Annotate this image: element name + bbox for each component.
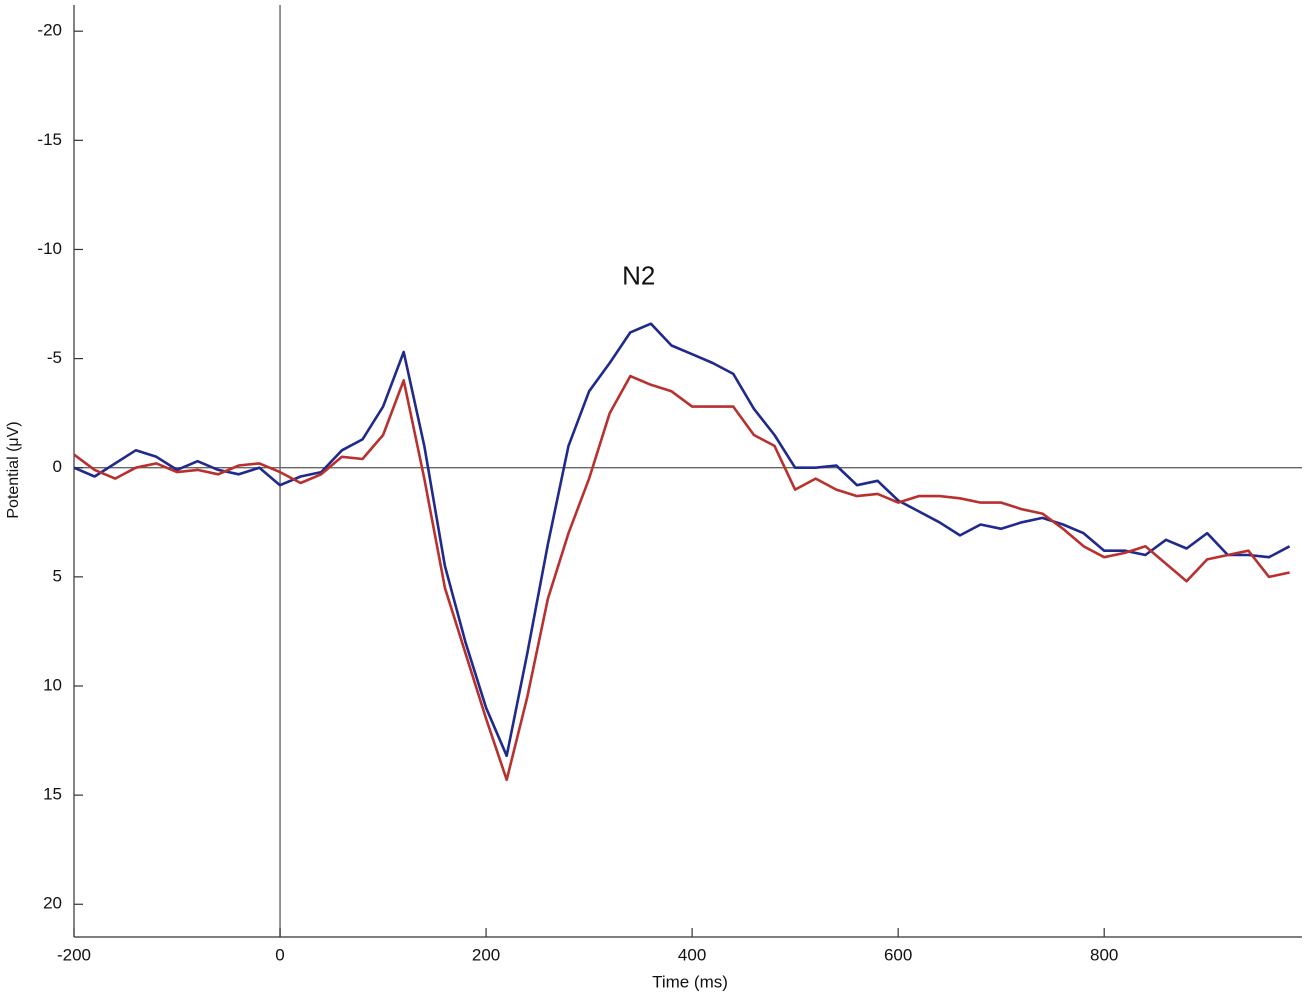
x-tick-label: 0	[275, 945, 284, 964]
x-tick-label: 400	[678, 945, 706, 964]
y-tick-label: -10	[37, 239, 62, 258]
y-tick-label: 10	[43, 675, 62, 694]
y-tick-label: 0	[53, 457, 62, 476]
y-tick-label: -20	[37, 21, 62, 40]
annotation: N2	[622, 261, 655, 291]
x-axis-label: Time (ms)	[652, 972, 728, 991]
series-line	[73, 322, 1291, 758]
x-tick-label: 200	[472, 945, 500, 964]
y-tick-label: -5	[47, 348, 62, 367]
x-tick-label: -200	[57, 945, 91, 964]
x-tick-label: 600	[884, 945, 912, 964]
series-line	[73, 374, 1290, 782]
y-tick-label: 5	[53, 566, 62, 585]
y-tick-label: 15	[43, 785, 62, 804]
y-tick-label: -15	[37, 130, 62, 149]
y-tick-label: 20	[43, 894, 62, 913]
x-tick-label: 800	[1090, 945, 1118, 964]
y-axis-label: Potential (μV)	[5, 421, 22, 518]
